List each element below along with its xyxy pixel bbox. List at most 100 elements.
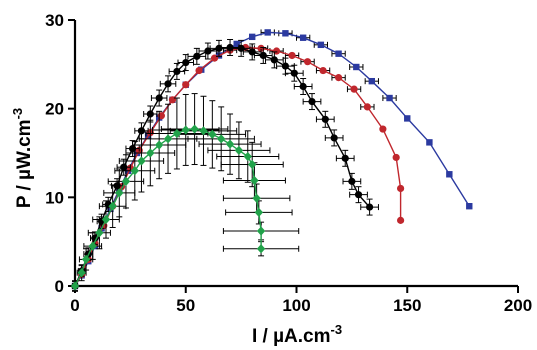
data-point bbox=[348, 177, 356, 185]
y-tick-label: 30 bbox=[45, 11, 64, 30]
data-point bbox=[95, 228, 104, 238]
data-point bbox=[173, 67, 181, 76]
series-1-error-bars bbox=[222, 44, 375, 110]
data-point bbox=[130, 166, 140, 176]
data-point bbox=[335, 50, 342, 57]
data-point bbox=[354, 191, 363, 199]
data-point bbox=[193, 52, 201, 60]
data-point bbox=[252, 193, 261, 203]
data-point bbox=[225, 139, 235, 149]
data-point bbox=[199, 126, 208, 136]
data-point bbox=[250, 175, 259, 186]
data-point bbox=[363, 103, 371, 111]
data-point bbox=[70, 281, 80, 291]
data-point bbox=[397, 184, 405, 193]
data-point bbox=[404, 115, 411, 122]
x-tick-label: 0 bbox=[70, 296, 79, 315]
data-point bbox=[204, 47, 212, 55]
data-point bbox=[303, 58, 312, 66]
x-tick-label: 100 bbox=[282, 296, 310, 315]
data-point bbox=[379, 125, 387, 133]
data-point bbox=[308, 97, 316, 106]
data-point bbox=[172, 128, 182, 139]
data-point bbox=[137, 156, 146, 166]
data-point bbox=[256, 244, 266, 254]
series-1 bbox=[71, 43, 405, 290]
data-point bbox=[299, 34, 307, 41]
data-point bbox=[290, 69, 298, 77]
data-point bbox=[248, 48, 256, 56]
data-point bbox=[121, 176, 131, 186]
data-point bbox=[254, 207, 264, 218]
data-point bbox=[392, 153, 400, 162]
data-point bbox=[195, 66, 203, 75]
y-tick-label: 0 bbox=[55, 277, 64, 296]
data-point bbox=[334, 74, 343, 82]
data-point bbox=[321, 115, 329, 123]
series-3 bbox=[70, 93, 300, 292]
data-point bbox=[81, 254, 91, 264]
y-axis-title-exponent: -3 bbox=[10, 108, 25, 120]
series-0-error-bars bbox=[260, 29, 397, 102]
data-point bbox=[341, 154, 349, 162]
data-point bbox=[426, 139, 433, 146]
data-point bbox=[190, 124, 199, 134]
y-axis-title-main: P / µW.cm bbox=[14, 119, 35, 208]
data-point bbox=[281, 62, 290, 70]
data-point bbox=[115, 188, 124, 198]
x-axis-title-exponent: -3 bbox=[330, 322, 342, 337]
data-point bbox=[299, 82, 307, 91]
data-point bbox=[365, 203, 374, 211]
data-point bbox=[146, 110, 154, 118]
data-point bbox=[226, 43, 234, 52]
data-point bbox=[182, 81, 190, 89]
data-point bbox=[243, 151, 252, 162]
data-point bbox=[270, 56, 278, 64]
data-point bbox=[319, 66, 327, 75]
y-ticks: 0 10 20 30 bbox=[45, 11, 75, 296]
data-point bbox=[264, 29, 271, 36]
data-point bbox=[288, 51, 296, 60]
data-point bbox=[101, 214, 111, 225]
data-point bbox=[155, 94, 163, 102]
data-point bbox=[317, 41, 325, 49]
x-tick-label: 200 bbox=[504, 296, 532, 315]
data-point bbox=[397, 216, 405, 224]
y-axis-title: P / µW.cm-3 bbox=[10, 108, 35, 208]
data-point bbox=[146, 148, 155, 158]
data-point bbox=[108, 201, 117, 211]
x-tick-label: 150 bbox=[393, 296, 421, 315]
data-point bbox=[446, 171, 453, 178]
data-point bbox=[353, 63, 360, 71]
x-ticks: 0 50 100 150 200 bbox=[70, 286, 532, 315]
y-tick-label: 20 bbox=[45, 100, 64, 119]
data-point bbox=[77, 268, 86, 278]
data-point bbox=[233, 40, 240, 48]
data-point bbox=[208, 129, 217, 139]
x-axis-title-main: I / µA.cm bbox=[252, 326, 331, 347]
data-point bbox=[368, 77, 376, 85]
data-point bbox=[234, 145, 244, 155]
data-point bbox=[210, 54, 219, 62]
data-point bbox=[88, 241, 97, 251]
data-point bbox=[168, 96, 177, 104]
data-point bbox=[256, 226, 266, 236]
data-point bbox=[350, 85, 358, 93]
data-point bbox=[248, 159, 257, 170]
data-point bbox=[216, 134, 226, 144]
data-point bbox=[386, 94, 393, 102]
data-point bbox=[154, 140, 164, 150]
data-point bbox=[181, 125, 190, 135]
data-point bbox=[163, 134, 173, 144]
data-point bbox=[237, 44, 245, 52]
data-point bbox=[182, 58, 190, 67]
y-tick-label: 10 bbox=[45, 188, 64, 207]
data-point bbox=[259, 51, 267, 60]
data-point bbox=[164, 80, 172, 88]
series-3-error-bars bbox=[72, 93, 300, 292]
x-tick-label: 50 bbox=[176, 296, 195, 315]
data-point bbox=[282, 30, 289, 37]
data-point bbox=[330, 134, 338, 142]
data-point bbox=[215, 44, 223, 52]
